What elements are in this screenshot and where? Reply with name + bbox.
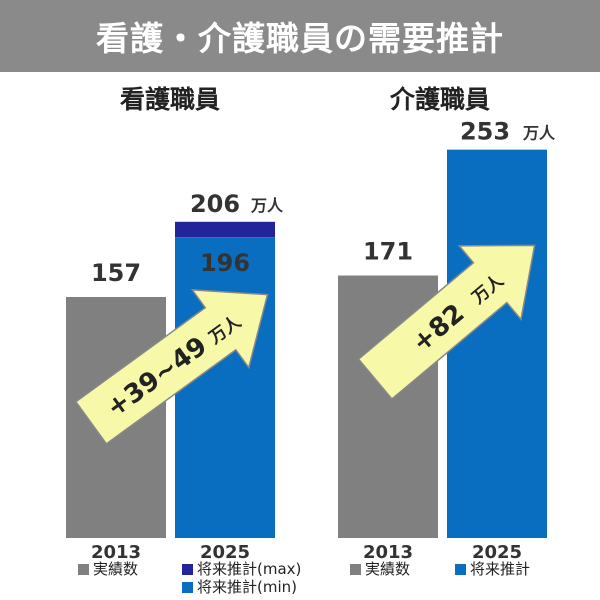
x-tick-1-2025: 2025 bbox=[200, 542, 250, 563]
legend-label-1-3: 将来推計(min) bbox=[197, 578, 297, 596]
legend-swatch-1-2 bbox=[182, 564, 193, 575]
x-tick-1-2013: 2013 bbox=[91, 542, 141, 563]
page-title: 看護・介護職員の需要推計 bbox=[96, 19, 504, 58]
legend-label-1-1: 実績数 bbox=[93, 560, 138, 578]
chart-header: 看護・介護職員の需要推計 bbox=[0, 0, 600, 72]
legend-swatch-1-3 bbox=[182, 582, 193, 593]
legend-swatch-2-2 bbox=[455, 564, 466, 575]
data-label-2-2013: 171 bbox=[363, 238, 413, 266]
data-unit-1-2025: 万人 bbox=[250, 196, 284, 215]
bar-1-2025-max bbox=[175, 221, 275, 238]
data-label-1-2025-max: 206 bbox=[190, 190, 240, 218]
data-label-1-2025-min: 196 bbox=[200, 249, 250, 277]
legend-swatch-1-1 bbox=[78, 564, 89, 575]
bar-1-2025 bbox=[175, 237, 275, 538]
legend-swatch-2-1 bbox=[350, 564, 361, 575]
legend-label-2-1: 実績数 bbox=[365, 560, 410, 578]
chart-title-2: 介護職員 bbox=[389, 85, 490, 114]
data-label-2-2025: 253 bbox=[460, 118, 510, 146]
growth-arrow-shape-2 bbox=[357, 244, 536, 401]
chart-title-1: 看護職員 bbox=[120, 85, 220, 114]
legend-label-1-2: 将来推計(max) bbox=[197, 560, 301, 578]
legend-label-2-2: 将来推計 bbox=[470, 560, 530, 578]
growth-arrow-shape-1 bbox=[74, 289, 269, 445]
x-tick-2-2013: 2013 bbox=[363, 542, 413, 563]
bar-2-2025 bbox=[447, 149, 547, 538]
data-label-1-2013: 157 bbox=[91, 259, 141, 287]
data-unit-2-2025: 万人 bbox=[522, 124, 556, 143]
x-tick-2-2025: 2025 bbox=[472, 542, 522, 563]
